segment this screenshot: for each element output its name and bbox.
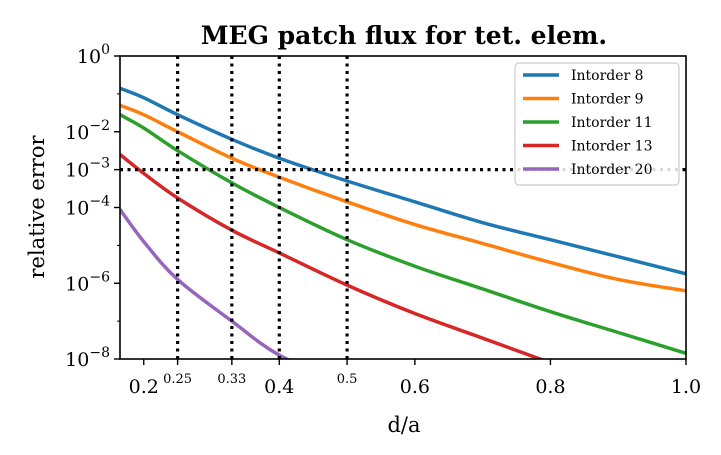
series-line-1 <box>120 86 686 276</box>
y-tick-label: 100 <box>77 42 110 68</box>
legend-label-2: Intorder 9 <box>571 92 644 108</box>
x-tick-label: 0.2 <box>129 376 159 398</box>
legend-label-5: Intorder 20 <box>571 162 653 178</box>
x-axis-label: d/a <box>387 413 420 437</box>
legend-label-4: Intorder 13 <box>571 139 653 155</box>
legend-label-3: Intorder 11 <box>571 115 653 131</box>
x-tick-label: 0.4 <box>264 376 294 398</box>
special-x-tick-label: 0.25 <box>163 372 192 387</box>
chart-title: MEG patch flux for tet. elem. <box>201 21 607 50</box>
y-tick-label: 10−3 <box>65 156 110 182</box>
x-tick-label: 0.6 <box>400 376 430 398</box>
series-line-4 <box>120 153 546 359</box>
y-tick-label: 10−6 <box>65 269 110 295</box>
series-line-5 <box>120 208 291 359</box>
series-line-2 <box>120 103 686 293</box>
x-tick-label: 1.0 <box>671 376 701 398</box>
y-axis-label: relative error <box>25 135 49 279</box>
y-tick-label: 10−2 <box>65 118 110 144</box>
special-x-tick-label: 0.33 <box>217 372 246 387</box>
series-group <box>120 86 686 359</box>
special-x-tick-label: 0.5 <box>337 372 358 387</box>
plot-area: 0.2 0.4 0.6 0.8 1.0 0.25 0.33 0.5 100 10−2 10−3 10−… <box>65 42 701 398</box>
y-tick-label: 10−8 <box>65 345 110 371</box>
y-tick-label: 10−4 <box>65 194 110 220</box>
legend-box <box>514 62 680 186</box>
legend-label-1: Intorder 8 <box>571 68 644 84</box>
x-tick-label: 0.8 <box>535 376 565 398</box>
series-line-3 <box>120 113 686 355</box>
